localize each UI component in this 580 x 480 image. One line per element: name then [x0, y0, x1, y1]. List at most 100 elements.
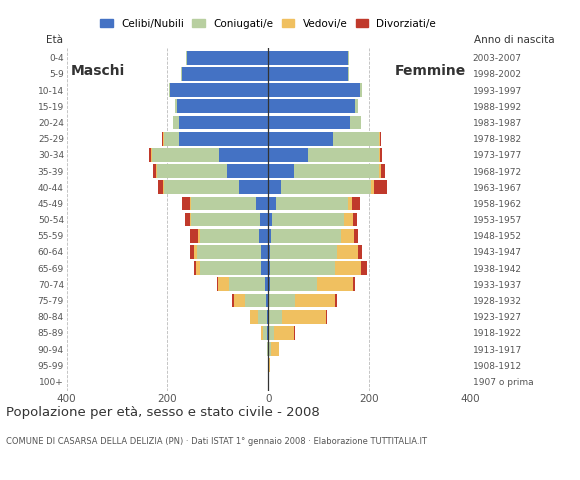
- Bar: [317, 277, 353, 291]
- Bar: [165, 132, 179, 145]
- Bar: [271, 229, 341, 243]
- Bar: [379, 132, 380, 145]
- Bar: [268, 132, 333, 145]
- Bar: [353, 213, 357, 227]
- Bar: [191, 213, 260, 227]
- Text: COMUNE DI CASARSA DELLA DELIZIA (PN) · Dati ISTAT 1° gennaio 2008 · Elaborazione: COMUNE DI CASARSA DELLA DELIZIA (PN) · D…: [6, 437, 427, 446]
- Bar: [269, 310, 282, 324]
- Bar: [191, 196, 256, 210]
- Bar: [268, 116, 350, 129]
- Bar: [263, 326, 267, 340]
- Bar: [307, 148, 379, 162]
- Bar: [268, 342, 269, 356]
- Bar: [268, 326, 269, 340]
- Bar: [272, 213, 344, 227]
- Bar: [250, 310, 258, 324]
- Bar: [259, 229, 268, 243]
- Bar: [335, 294, 337, 307]
- Bar: [348, 51, 349, 65]
- Bar: [333, 132, 379, 145]
- Bar: [157, 164, 227, 178]
- Bar: [379, 148, 380, 162]
- Bar: [268, 213, 272, 227]
- Bar: [295, 294, 335, 307]
- Bar: [182, 67, 268, 81]
- Bar: [326, 310, 327, 324]
- Bar: [170, 83, 268, 97]
- Bar: [245, 294, 266, 307]
- Bar: [268, 83, 360, 97]
- Bar: [268, 148, 307, 162]
- Text: Età: Età: [46, 35, 63, 45]
- Bar: [350, 116, 361, 129]
- Bar: [198, 229, 200, 243]
- Bar: [380, 132, 381, 145]
- Bar: [190, 229, 198, 243]
- Bar: [169, 83, 170, 97]
- Bar: [371, 180, 374, 194]
- Bar: [261, 245, 268, 259]
- Bar: [176, 99, 268, 113]
- Bar: [352, 196, 360, 210]
- Bar: [258, 310, 267, 324]
- Bar: [270, 277, 317, 291]
- Bar: [374, 180, 387, 194]
- Bar: [234, 294, 245, 307]
- Bar: [194, 261, 195, 275]
- Bar: [194, 245, 197, 259]
- Bar: [218, 277, 229, 291]
- Bar: [353, 277, 355, 291]
- Bar: [267, 342, 268, 356]
- Bar: [256, 196, 268, 210]
- Bar: [270, 261, 335, 275]
- Bar: [187, 51, 268, 65]
- Bar: [151, 148, 153, 162]
- Bar: [227, 164, 268, 178]
- Bar: [354, 229, 358, 243]
- Bar: [268, 261, 270, 275]
- Bar: [182, 196, 190, 210]
- Bar: [358, 245, 362, 259]
- Bar: [265, 277, 268, 291]
- Bar: [197, 245, 261, 259]
- Bar: [267, 310, 268, 324]
- Bar: [269, 342, 271, 356]
- Bar: [269, 326, 274, 340]
- Bar: [268, 294, 269, 307]
- Bar: [360, 83, 362, 97]
- Bar: [282, 310, 326, 324]
- Bar: [348, 196, 352, 210]
- Bar: [268, 180, 281, 194]
- Bar: [260, 213, 268, 227]
- Bar: [344, 213, 353, 227]
- Bar: [175, 99, 176, 113]
- Bar: [379, 164, 381, 178]
- Bar: [268, 229, 271, 243]
- Bar: [267, 326, 268, 340]
- Text: Maschi: Maschi: [71, 64, 125, 78]
- Text: Anno di nascita: Anno di nascita: [474, 35, 554, 45]
- Bar: [149, 148, 151, 162]
- Bar: [271, 342, 280, 356]
- Bar: [268, 359, 270, 372]
- Bar: [172, 116, 179, 129]
- Bar: [164, 132, 165, 145]
- Bar: [179, 116, 268, 129]
- Bar: [184, 213, 190, 227]
- Bar: [190, 245, 194, 259]
- Bar: [200, 261, 261, 275]
- Bar: [261, 326, 263, 340]
- Bar: [281, 180, 371, 194]
- Bar: [190, 196, 191, 210]
- Bar: [190, 213, 191, 227]
- Legend: Celibi/Nubili, Coniugati/e, Vedovi/e, Divorziati/e: Celibi/Nubili, Coniugati/e, Vedovi/e, Di…: [100, 19, 436, 29]
- Bar: [268, 51, 348, 65]
- Bar: [153, 148, 219, 162]
- Bar: [268, 99, 355, 113]
- Bar: [335, 261, 361, 275]
- Bar: [348, 67, 349, 81]
- Bar: [158, 180, 164, 194]
- Bar: [195, 261, 200, 275]
- Bar: [268, 67, 348, 81]
- Text: Popolazione per età, sesso e stato civile - 2008: Popolazione per età, sesso e stato civil…: [6, 406, 320, 419]
